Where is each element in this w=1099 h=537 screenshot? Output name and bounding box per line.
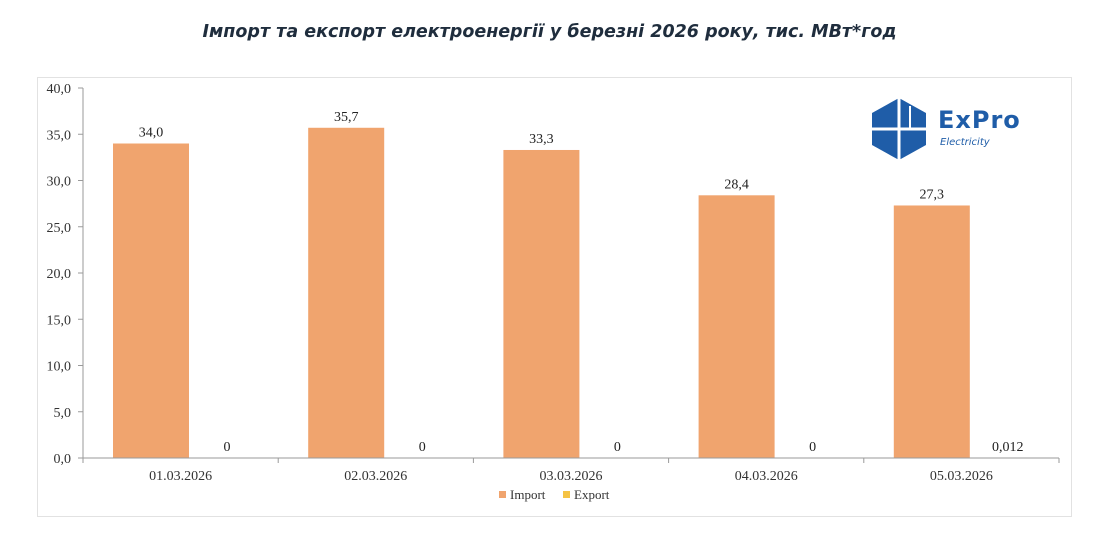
y-tick-label: 35,0 xyxy=(47,128,72,143)
import-value-label: 27,3 xyxy=(920,187,945,202)
y-tick-label: 5,0 xyxy=(54,406,72,421)
logo-subtitle: Electricity xyxy=(940,137,990,148)
y-tick-label: 30,0 xyxy=(47,175,72,190)
export-value-label: 0 xyxy=(419,440,426,455)
chart-frame xyxy=(37,77,1072,517)
export-value-label: 0 xyxy=(809,440,816,455)
import-value-label: 28,4 xyxy=(724,177,749,192)
y-tick-label: 40,0 xyxy=(47,82,72,97)
hexagon-logo-icon xyxy=(872,98,926,160)
legend-label: Export xyxy=(574,487,610,502)
export-value-label: 0 xyxy=(224,440,231,455)
x-tick-label: 02.03.2026 xyxy=(344,469,407,484)
export-value-label: 0 xyxy=(614,440,621,455)
legend-swatch xyxy=(563,491,570,498)
logo-wordmark: ExPro xyxy=(938,106,1021,134)
y-tick-label: 10,0 xyxy=(47,360,72,375)
y-tick-label: 25,0 xyxy=(47,221,72,236)
expro-logo: ExPro Electricity xyxy=(866,96,1051,162)
import-bar xyxy=(308,127,385,459)
y-tick-label: 20,0 xyxy=(47,267,72,282)
chart-title: Імпорт та експорт електроенергії у берез… xyxy=(202,22,897,42)
export-value-label: 0,012 xyxy=(992,440,1024,455)
import-bar xyxy=(698,195,775,459)
import-value-label: 35,7 xyxy=(334,110,359,125)
x-tick-label: 04.03.2026 xyxy=(735,469,798,484)
import-value-label: 33,3 xyxy=(529,132,554,147)
import-bar xyxy=(113,143,189,458)
legend-label: Import xyxy=(510,487,546,502)
x-tick-label: 01.03.2026 xyxy=(149,469,212,484)
y-tick-label: 15,0 xyxy=(47,313,72,328)
import-value-label: 34,0 xyxy=(139,126,164,141)
x-tick-label: 05.03.2026 xyxy=(930,469,993,484)
import-bar xyxy=(503,149,580,458)
import-bar xyxy=(893,205,970,458)
x-tick-label: 03.03.2026 xyxy=(540,469,603,484)
legend-swatch xyxy=(499,491,506,498)
y-tick-label: 0,0 xyxy=(54,452,72,467)
